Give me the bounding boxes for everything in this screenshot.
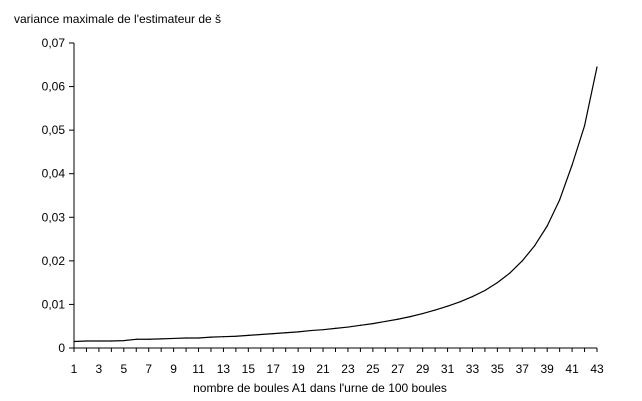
- data-point: [372, 323, 374, 325]
- data-point: [98, 340, 100, 342]
- x-tick-label: 27: [391, 362, 405, 376]
- x-tick-label: 43: [590, 362, 604, 376]
- data-point: [197, 337, 200, 339]
- data-point: [409, 316, 411, 318]
- data-point: [322, 329, 324, 331]
- data-point: [260, 333, 262, 336]
- x-axis-label: nombre de boules A1 dans l'urne de 100 b…: [193, 381, 447, 395]
- data-point: [583, 125, 586, 127]
- x-tick-label: 25: [366, 362, 380, 376]
- data-point: [484, 289, 486, 292]
- data-point: [309, 329, 312, 332]
- x-axis: 1 3 5 7 9 11 13 15 17 19 21 23 25 27 29 31 33 35 37 39 41 43: [71, 347, 604, 376]
- x-tick-label: 23: [341, 362, 355, 376]
- y-tick-label: 0,05: [42, 123, 66, 137]
- data-point: [559, 199, 561, 201]
- x-tick-label: 11: [192, 362, 205, 376]
- data-point: [135, 338, 137, 340]
- x-tick-label: 33: [466, 362, 480, 376]
- y-tick-label: 0,01: [42, 297, 66, 311]
- data-point: [272, 333, 274, 335]
- data-point: [397, 318, 399, 320]
- y-axis: 0 0,01 0,02 0,03 0,04 0,05 0,06 0,07: [42, 36, 75, 355]
- x-tick-label: 19: [291, 362, 305, 376]
- data-point: [297, 331, 299, 333]
- x-tick-label: 7: [145, 362, 152, 376]
- x-tick-label: 35: [491, 362, 505, 376]
- x-tick-label: 3: [96, 362, 103, 376]
- x-tick-label: 9: [170, 362, 177, 376]
- data-point: [85, 340, 88, 342]
- data-point: [235, 335, 237, 337]
- data-point: [571, 164, 573, 166]
- x-tick-label: 15: [242, 362, 256, 376]
- y-tick-label: 0,02: [42, 254, 66, 268]
- x-tick-label: 21: [316, 362, 330, 376]
- chart-title: variance maximale de l'estimateur de š: [14, 12, 221, 26]
- data-point: [210, 336, 212, 338]
- data-point: [509, 272, 511, 274]
- data-point: [222, 336, 225, 338]
- data-point: [521, 260, 523, 262]
- x-tick-label: 29: [416, 362, 430, 376]
- y-tick-label: 0: [58, 341, 65, 355]
- series-group: [73, 66, 598, 343]
- y-tick-label: 0,06: [42, 80, 66, 94]
- data-point: [446, 305, 449, 307]
- y-tick-label: 0,07: [42, 36, 66, 50]
- x-tick-label: 13: [217, 362, 231, 376]
- data-point: [384, 320, 386, 323]
- data-point: [185, 337, 187, 339]
- data-point: [160, 338, 162, 340]
- x-tick-label: 5: [120, 362, 127, 376]
- data-point: [471, 295, 474, 298]
- y-tick-label: 0,03: [42, 210, 66, 224]
- data-point: [247, 334, 249, 336]
- data-point: [434, 309, 436, 311]
- data-point: [123, 339, 125, 342]
- x-tick-label: 39: [541, 362, 555, 376]
- data-point: [285, 332, 287, 334]
- data-point: [110, 340, 112, 342]
- data-point: [73, 340, 75, 343]
- data-point: [347, 326, 349, 328]
- data-point: [534, 245, 536, 247]
- data-point: [359, 324, 362, 326]
- y-tick-label: 0,04: [42, 167, 66, 181]
- x-tick-label: 41: [565, 362, 579, 376]
- x-tick-label: 37: [516, 362, 530, 376]
- data-point: [546, 225, 548, 227]
- data-point: [173, 337, 175, 340]
- series-line: [73, 66, 598, 343]
- data-point: [334, 327, 337, 329]
- x-tick-label: 31: [441, 362, 455, 376]
- data-point: [422, 312, 424, 315]
- data-point: [148, 338, 150, 340]
- data-point: [459, 301, 461, 303]
- x-tick-label: 17: [267, 362, 281, 376]
- data-point: [596, 66, 598, 68]
- x-tick-label: 1: [71, 362, 78, 376]
- data-point: [496, 282, 498, 284]
